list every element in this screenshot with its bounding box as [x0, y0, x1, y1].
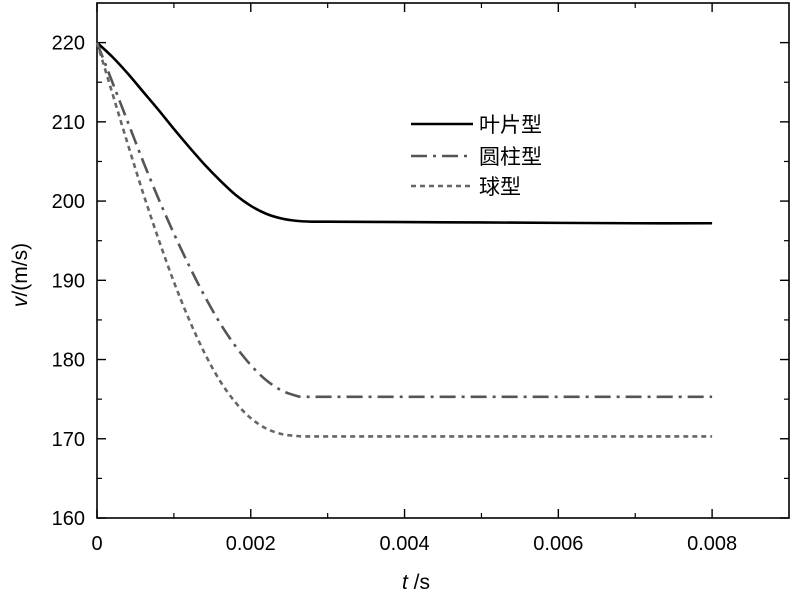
y-tick-label: 190 — [52, 270, 85, 292]
series-line-1 — [96, 41, 713, 225]
x-tick-label: 0.004 — [380, 533, 430, 555]
legend-box — [398, 100, 576, 204]
x-tick-label: 0.002 — [226, 533, 276, 555]
axis-tick-labels: 0 0.002 0.004 0.006 0.008 160 170 180 190 200 210 2… — [52, 33, 738, 555]
y-tick-label: 160 — [52, 508, 85, 530]
x-tick-label: 0 — [91, 533, 102, 555]
series-line-3 — [95, 42, 713, 438]
legend-entry-2: 圆柱型 — [411, 145, 542, 169]
legend-label-3: 球型 — [479, 175, 521, 199]
y-tick-label: 220 — [52, 33, 85, 55]
legend: 叶片型 圆柱型 球型 — [398, 100, 576, 204]
x-axis-label: t /s — [402, 571, 430, 594]
x-tick-label: 0.006 — [533, 533, 583, 555]
x-tick-label: 0.008 — [687, 533, 737, 555]
legend-entry-1: 叶片型 — [411, 113, 542, 137]
y-tick-label: 170 — [52, 429, 85, 451]
axis-ticks — [96, 3, 789, 519]
legend-label-2: 圆柱型 — [479, 145, 542, 169]
series-line-2 — [95, 42, 713, 399]
y-tick-label: 210 — [52, 112, 85, 134]
series-lines — [95, 41, 713, 438]
y-axis-label: v/(m/s) — [9, 243, 32, 307]
legend-entry-3: 球型 — [411, 175, 521, 199]
y-tick-label: 180 — [52, 350, 85, 372]
y-tick-label: 200 — [52, 191, 85, 213]
plot-frame — [96, 2, 790, 519]
legend-label-1: 叶片型 — [479, 113, 542, 137]
